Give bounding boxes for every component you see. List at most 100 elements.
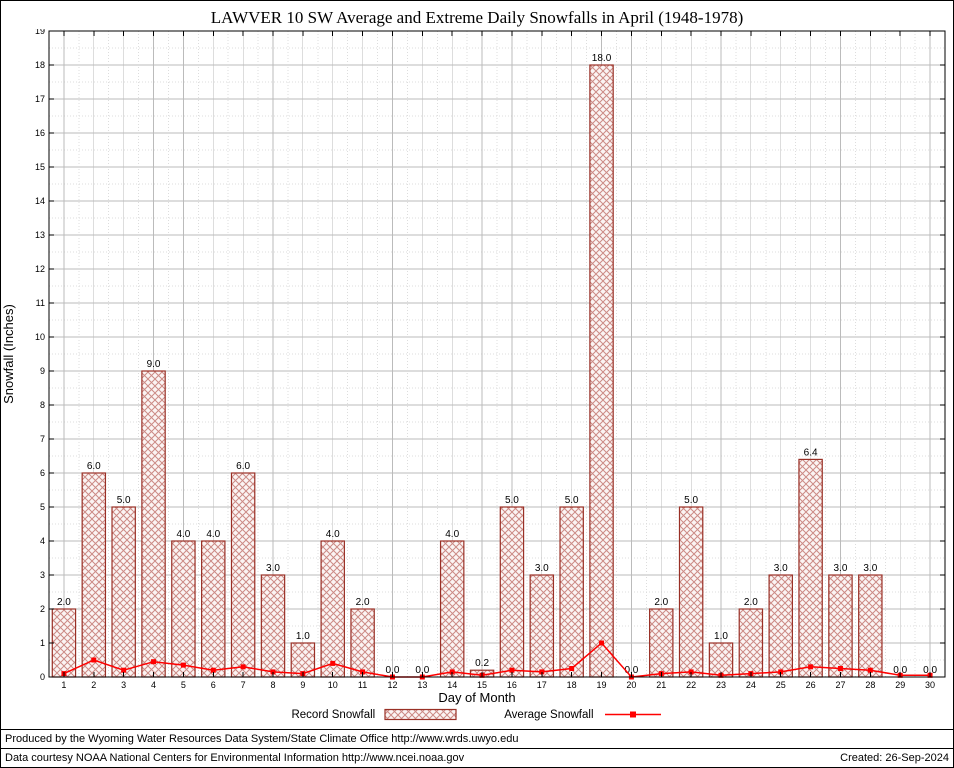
x-tick-label: 5 — [181, 680, 186, 690]
bar-day-10 — [320, 540, 345, 678]
x-tick-label: 23 — [716, 680, 726, 690]
bar-day-6 — [201, 540, 226, 678]
bar-day-11 — [350, 608, 375, 678]
x-tick-label: 24 — [746, 680, 756, 690]
snowfall-chart: 2.0 6.0 5.0 9.0 4.0 4.0 6.0 3.0 1.0 4.0 2.0 0.0 0.0 4… — [1, 29, 946, 690]
chart-legend: Record Snowfall Average Snowfall — [1, 705, 953, 725]
avg-marker — [240, 664, 246, 670]
chart-title: LAWVER 10 SW Average and Extreme Daily S… — [210, 8, 744, 27]
x-tick-label: 8 — [270, 680, 275, 690]
bar-value-label: 4.0 — [326, 529, 340, 540]
bar-day-5 — [171, 540, 196, 678]
x-tick-label: 26 — [806, 680, 816, 690]
x-tick-label: 17 — [537, 680, 547, 690]
bar-day-14 — [439, 540, 465, 678]
legend-record-label: Record Snowfall — [291, 708, 376, 721]
chart-frame: LAWVER 10 SW Average and Extreme Daily S… — [1, 1, 953, 730]
avg-marker — [808, 664, 814, 670]
bar-day-22 — [678, 506, 704, 678]
y-tick-label: 1 — [40, 638, 45, 648]
bar-day-18 — [559, 506, 584, 678]
bar-day-7 — [230, 472, 256, 678]
bar-day-16 — [499, 506, 525, 678]
bar-day-1 — [51, 608, 77, 678]
record-snowfall-swatch — [384, 708, 457, 721]
avg-marker — [837, 666, 843, 671]
bar-day-27 — [828, 574, 853, 678]
avg-marker — [449, 669, 455, 675]
bar-value-label: 0.2 — [475, 658, 489, 669]
bar-value-label: 5.0 — [684, 495, 698, 506]
bar-value-label: 2.0 — [654, 597, 668, 608]
bar-day-4 — [141, 370, 166, 678]
bar-day-17 — [529, 574, 555, 678]
avg-marker — [688, 669, 694, 675]
avg-marker — [867, 667, 873, 673]
bar-value-label: 0.0 — [386, 665, 400, 676]
avg-marker — [539, 669, 545, 675]
y-axis-title: Snowfall (Inches) — [1, 304, 16, 404]
bar-value-label: 4.0 — [445, 529, 459, 540]
bar-value-label: 0.0 — [893, 665, 907, 676]
bar-day-21 — [649, 608, 674, 678]
y-tick-label: 10 — [35, 332, 45, 342]
legend-average-label: Average Snowfall — [504, 708, 594, 721]
bar-value-label: 9.0 — [147, 359, 161, 370]
bar-value-label: 5.0 — [117, 495, 131, 506]
avg-marker — [210, 667, 216, 673]
bar-value-label: 3.0 — [834, 563, 848, 574]
avg-marker — [151, 659, 157, 665]
bar-day-25 — [768, 574, 793, 678]
bar-day-23 — [708, 642, 734, 678]
x-tick-label: 9 — [300, 680, 305, 690]
x-tick-label: 4 — [151, 680, 156, 690]
bar-value-label: 0.0 — [923, 665, 937, 676]
y-tick-label: 4 — [40, 536, 45, 546]
bar-day-24 — [738, 608, 764, 678]
bar-value-label: 1.0 — [714, 631, 728, 642]
bar-value-label: 2.0 — [57, 597, 71, 608]
bar-value-label: 6.0 — [87, 461, 101, 472]
x-tick-label: 19 — [597, 680, 607, 690]
record-swatch-rect — [384, 708, 457, 721]
y-tick-label: 0 — [40, 672, 45, 682]
x-tick-label: 18 — [567, 680, 577, 690]
bar-day-26 — [798, 458, 823, 678]
bar-day-3 — [111, 506, 136, 678]
avg-marker — [330, 660, 336, 666]
x-tick-label: 6 — [211, 680, 216, 690]
bar-value-label: 5.0 — [565, 495, 579, 506]
bar-day-2 — [81, 472, 107, 678]
y-tick-label: 17 — [35, 94, 45, 104]
bar-day-8 — [260, 574, 286, 678]
bar-value-label: 5.0 — [505, 495, 519, 506]
avg-marker — [180, 662, 186, 668]
bar-value-label: 6.0 — [236, 461, 250, 472]
avg-marker — [121, 667, 127, 673]
created-date: Created: 26-Sep-2024 — [840, 752, 949, 764]
y-tick-label: 9 — [40, 366, 45, 376]
bar-value-label: 3.0 — [535, 563, 549, 574]
bar-value-label: 18.0 — [592, 53, 612, 64]
y-tick-label: 11 — [36, 298, 45, 308]
x-tick-label: 16 — [507, 680, 517, 690]
y-tick-label: 6 — [40, 468, 45, 478]
bar-value-label: 4.0 — [206, 529, 220, 540]
x-tick-label: 20 — [626, 680, 636, 690]
x-tick-label: 22 — [686, 680, 696, 690]
footer: Produced by the Wyoming Water Resources … — [1, 730, 953, 767]
average-snowfall-swatch — [604, 711, 661, 718]
bar-value-label: 3.0 — [266, 563, 280, 574]
y-tick-label: 14 — [35, 196, 45, 206]
x-tick-label: 29 — [895, 680, 905, 690]
bar-day-19 — [589, 64, 614, 678]
bar-value-label: 2.0 — [744, 597, 758, 608]
average-swatch-marker — [629, 711, 636, 718]
y-tick-label: 15 — [35, 162, 45, 172]
bar-value-label: 0.0 — [415, 665, 429, 676]
x-tick-label: 10 — [328, 680, 338, 690]
x-tick-label: 13 — [417, 680, 427, 690]
avg-marker — [569, 666, 575, 671]
x-tick-label: 11 — [358, 680, 367, 690]
